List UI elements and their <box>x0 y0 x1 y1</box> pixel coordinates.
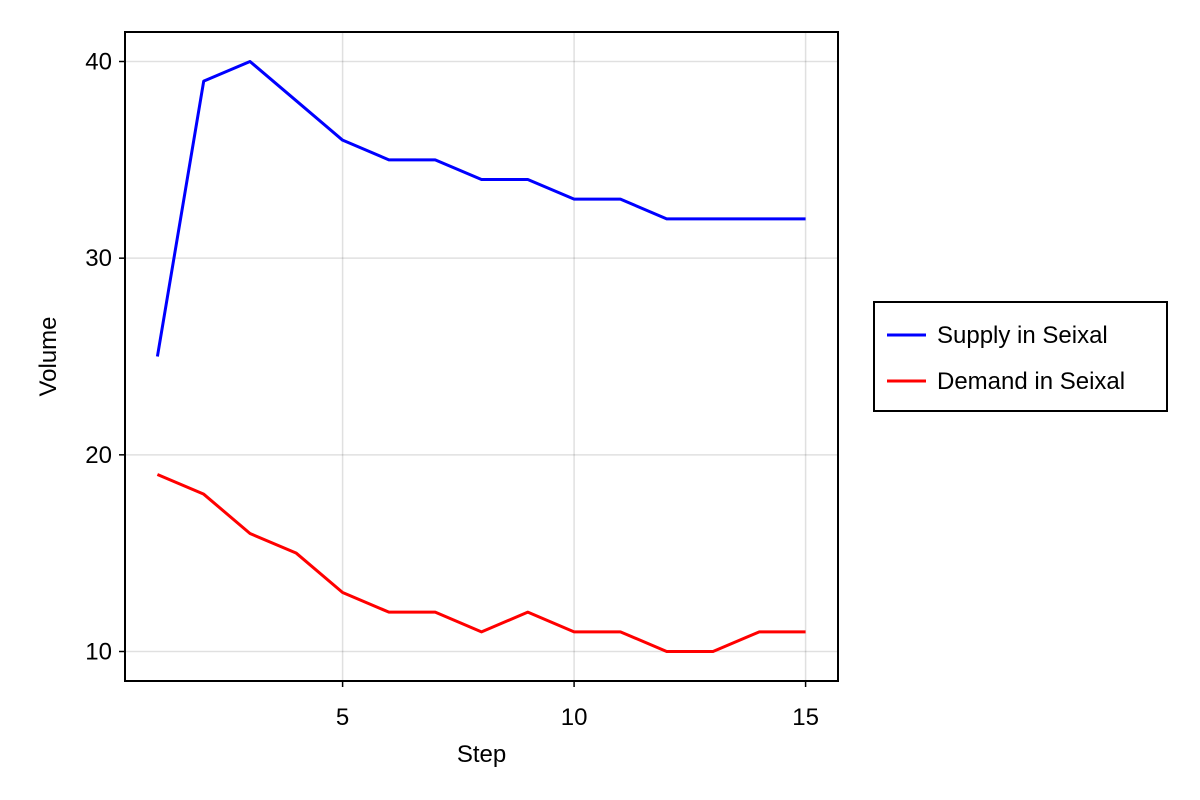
y-tick-label: 40 <box>85 49 112 76</box>
x-tick-label: 5 <box>336 704 349 731</box>
y-tick-label: 10 <box>85 639 112 666</box>
x-tick-label: 15 <box>792 704 819 731</box>
x-tick-label: 10 <box>561 704 588 731</box>
grid <box>125 32 838 681</box>
y-tick-label: 30 <box>85 245 112 272</box>
plot-frame <box>124 31 839 682</box>
legend-label-supply: Supply in Seixal <box>937 322 1108 349</box>
series-line-supply <box>155 60 806 357</box>
legend-box <box>873 301 1168 412</box>
series-lines <box>155 60 806 653</box>
legend: Supply in Seixal Demand in Seixal <box>873 301 1168 412</box>
x-axis-title: Step <box>457 741 506 768</box>
axis-ticks: 5 10 15 10 20 30 40 <box>85 49 819 732</box>
series-line-demand <box>156 473 806 653</box>
y-tick-label: 20 <box>85 442 112 469</box>
y-axis-title: Volume <box>35 316 62 396</box>
legend-label-demand: Demand in Seixal <box>937 368 1125 395</box>
